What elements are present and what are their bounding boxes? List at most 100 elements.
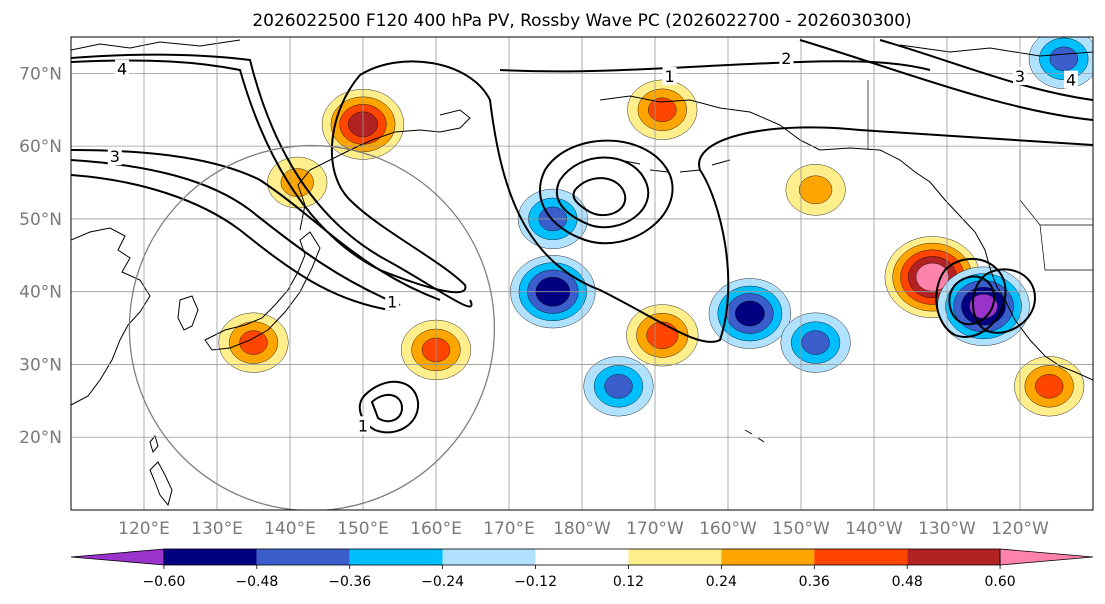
pv-anomaly-region (604, 374, 633, 399)
aleutian-islands (619, 159, 731, 173)
contour-line (71, 149, 441, 301)
colorbar-segment (721, 549, 815, 565)
colorbar-frame (163, 548, 1001, 566)
map-frame (70, 36, 1094, 511)
contour-line (799, 39, 1093, 121)
pv-anomaly-region (646, 321, 679, 350)
colorbar-segment (907, 549, 1001, 565)
colorbar-segment (814, 549, 908, 565)
figure-title: 2026022500 F120 400 hPa PV, Rossby Wave … (252, 11, 911, 31)
contour-label: 3 (1015, 67, 1025, 86)
pv-anomaly-region (1049, 46, 1078, 71)
colorbar-tick-label: 0.24 (706, 574, 737, 590)
pv-contours (71, 39, 1093, 434)
contour-line (948, 275, 996, 325)
longitude-label: 160°W (699, 519, 757, 539)
longitude-label: 130°E (191, 519, 243, 539)
longitude-labels: 120°E 130°E 140°E 150°E 160°E 170°E 180°W 170°W… (118, 519, 1049, 539)
latitude-label: 20°N (19, 428, 62, 448)
pv-anomaly-region (239, 330, 268, 355)
sakhalin-kamchatka-coastline (297, 109, 471, 231)
latitude-label: 40°N (19, 283, 62, 303)
colorbar-segment (349, 549, 443, 565)
contour-label-bg (1064, 70, 1079, 89)
colorbar-segment (535, 549, 629, 565)
latitude-label: 30°N (19, 355, 62, 375)
philippines-coastline (149, 461, 173, 507)
colorbar: −0.60 −0.48 −0.36 −0.24 −0.12 0.12 0.24 0.36 0.4… (70, 548, 1094, 590)
longitude-label: 170°E (483, 519, 535, 539)
pv-anomaly-region (1035, 374, 1064, 399)
colorbar-tick-label: 0.48 (892, 574, 923, 590)
colorbar-tick-label: 0.12 (613, 574, 644, 590)
contour-label-bg (385, 292, 400, 311)
contour-line (71, 159, 401, 306)
longitude-label: 140°W (845, 519, 903, 539)
contour-line (539, 139, 674, 245)
latitude-labels: 70°N 60°N 50°N 40°N 30°N 20°N (19, 64, 62, 448)
contour-label-bg (662, 67, 677, 86)
contour-label: 1 (358, 416, 368, 435)
longitude-label: 150°W (772, 519, 830, 539)
contour-label: 3 (110, 147, 120, 166)
latitude-label: 70°N (19, 64, 62, 84)
contour-label-bg (107, 147, 122, 166)
longitude-label: 120°W (991, 519, 1049, 539)
colorbar-tick-label: 0.60 (985, 574, 1016, 590)
contour-label-bg (115, 59, 130, 78)
colorbar-tick-label: −0.60 (142, 574, 185, 590)
contour-label: 1 (665, 67, 675, 86)
colorbar-tick-label: −0.12 (514, 574, 557, 590)
contour-line (879, 39, 1093, 101)
contour-line (499, 60, 931, 73)
contour-line (370, 393, 404, 423)
colorbar-segment (256, 549, 350, 565)
hawaii-islands (744, 429, 765, 443)
contour-label: 4 (1066, 71, 1076, 90)
pv-anomaly-region (798, 175, 833, 205)
contour-line (71, 53, 473, 308)
highlight-circle (128, 144, 495, 510)
contour-line (71, 174, 391, 311)
korea-coastline (177, 295, 199, 331)
colorbar-extend-min (70, 548, 165, 566)
longitude-label: 160°E (410, 519, 462, 539)
pv-anomaly-region (915, 262, 950, 292)
colorbar-extend-max (999, 548, 1094, 566)
colorbar-tick-label: −0.36 (328, 574, 371, 590)
contour-label: 1 (387, 293, 397, 312)
colorbar-tick-label: −0.24 (421, 574, 464, 590)
longitude-label: 180°W (553, 519, 611, 539)
contour-line (572, 177, 627, 217)
contour-line (935, 257, 1007, 338)
colorbar-segment (163, 549, 257, 565)
longitude-label: 150°E (337, 519, 389, 539)
japan-coastline (204, 231, 321, 351)
longitude-label: 120°E (118, 519, 170, 539)
colorbar-tick-label: −0.48 (235, 574, 278, 590)
colorbar-segment (442, 549, 536, 565)
contour-line (555, 156, 650, 229)
latitude-label: 60°N (19, 137, 62, 157)
contour-label: 4 (117, 60, 127, 79)
contour-label-bg (356, 416, 370, 435)
contour-line (358, 380, 420, 434)
longitude-label: 130°W (918, 519, 976, 539)
colorbar-segment (628, 549, 722, 565)
contour-labels: 4 3 1 1 2 3 4 1 (107, 48, 1079, 435)
contour-label: 2 (781, 49, 791, 68)
contour-label-bg (779, 48, 794, 67)
map-panel: 4 3 1 1 2 3 4 1 (71, 37, 1093, 510)
pv-anomaly-region (735, 300, 765, 327)
asia-coastline (71, 227, 151, 406)
alaska-coastline (599, 95, 1093, 381)
contour-line (972, 268, 1037, 334)
taiwan-coastline (149, 434, 159, 454)
longitude-label: 140°E (264, 519, 316, 539)
latitude-label: 50°N (19, 210, 62, 230)
colorbar-tick-label: 0.36 (799, 574, 830, 590)
coastlines (71, 39, 1093, 507)
longitude-label: 170°W (626, 519, 684, 539)
contour-label-bg (1013, 67, 1027, 86)
